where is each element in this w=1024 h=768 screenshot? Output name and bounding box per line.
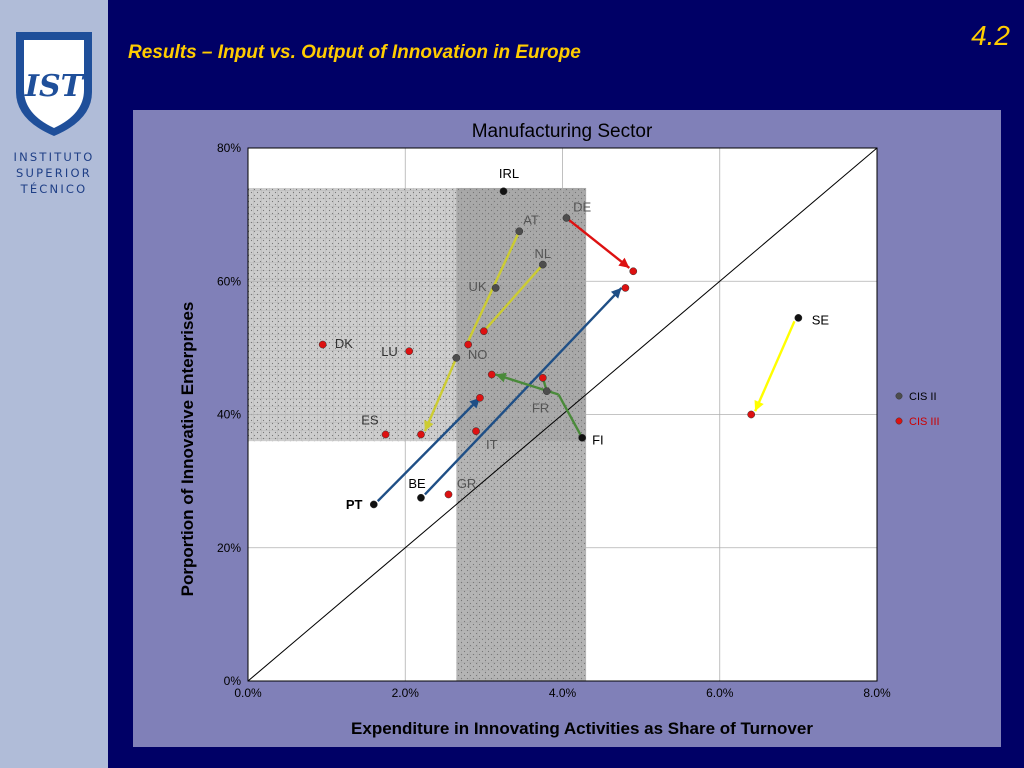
scatter-chart: Manufacturing Sector Porportion of Innov… [178,121,940,738]
data-point [487,370,496,379]
point-label: GR [457,476,477,491]
data-point [538,374,547,382]
transition-arrow [565,217,631,269]
data-point [476,393,484,402]
point-label: FR [532,401,549,416]
transition-arrow [423,357,458,432]
shaded-region-dots [456,187,587,681]
point-label: FI [592,432,604,447]
point-label: DK [335,336,353,351]
legend-entry: CIS III [909,416,940,428]
y-axis-label: Porportion of Innovative Enterprises [178,302,197,597]
y-tick-label: 20% [217,541,241,555]
point-label: DE [573,199,591,214]
point-label: ES [361,412,379,427]
x-axis-label: Expenditure in Innovating Activities as … [351,719,813,738]
data-point [515,227,524,236]
plot-area: 0.0% 2.0% 4.0% 6.0% 8.0% 0% 20% 40% 60% 80% IRL DE A… [217,141,940,700]
x-tick-label: 0.0% [234,686,262,700]
point-label: IT [486,437,498,452]
data-point [452,354,461,362]
legend-entry: CIS II [909,391,937,403]
transition-arrow [754,320,796,412]
y-tick-label: 0% [224,674,242,688]
transition-arrow [557,393,584,439]
point-label: SE [812,313,830,328]
legend-marker [895,392,903,400]
chart-panel: Manufacturing Sector Porportion of Innov… [133,110,1001,747]
data-point [747,410,756,419]
slide-title: Results – Input vs. Output of Innovation… [128,42,581,63]
institution-line-1: INSTITUTO [13,150,95,164]
data-point [562,214,571,222]
point-label: NO [468,347,488,362]
transition-arrow [376,396,481,502]
arrowhead [495,372,507,383]
transition-arrow [424,287,623,496]
y-tick-label: 40% [217,408,241,422]
data-point [444,490,453,499]
data-point [417,493,425,502]
arrowhead [610,287,622,299]
point-label: PT [346,497,363,512]
logo-monogram: IST [24,69,86,104]
x-tick-label: 2.0% [392,686,420,700]
arrowhead [424,419,434,432]
point-label: NL [535,246,552,261]
data-point [369,500,378,509]
data-point [621,284,630,292]
x-tick-label: 6.0% [706,686,734,700]
institution-line-2: SUPERIOR [16,166,92,180]
institution-line-3: TÉCNICO [20,182,88,196]
chart-title: Manufacturing Sector [472,121,653,142]
point-label: IRL [499,166,519,181]
point-label: BE [408,476,426,491]
point-label: AT [523,213,539,228]
data-point [381,430,390,439]
data-point [578,433,587,442]
slide-number: 4.2 [971,20,1010,51]
data-point [472,427,480,436]
point-label: LU [381,344,398,359]
legend-marker [895,417,903,425]
data-point [480,327,488,336]
arrowhead [754,400,764,412]
data-point [318,340,327,349]
data-point [491,284,500,292]
plot-border [247,147,878,682]
y-tick-label: 80% [217,141,241,155]
data-point [629,267,638,276]
chart-legend: CIS II CIS III [895,391,940,428]
y-tick-label: 60% [217,274,241,288]
x-tick-label: 8.0% [863,686,891,700]
sidebar: IST INSTITUTO SUPERIOR TÉCNICO [0,0,108,768]
data-point [794,314,803,322]
data-point [542,387,551,396]
x-tick-label: 4.0% [549,686,577,700]
arrowhead [618,257,630,268]
ist-logo-icon: IST [16,32,92,136]
data-point [499,187,508,196]
data-point [464,340,472,349]
transition-arrow [482,263,544,333]
data-point [417,430,425,439]
diagonal-reference-line [247,147,878,682]
data-point [405,347,414,356]
point-label: UK [469,279,487,294]
data-point [538,260,547,269]
